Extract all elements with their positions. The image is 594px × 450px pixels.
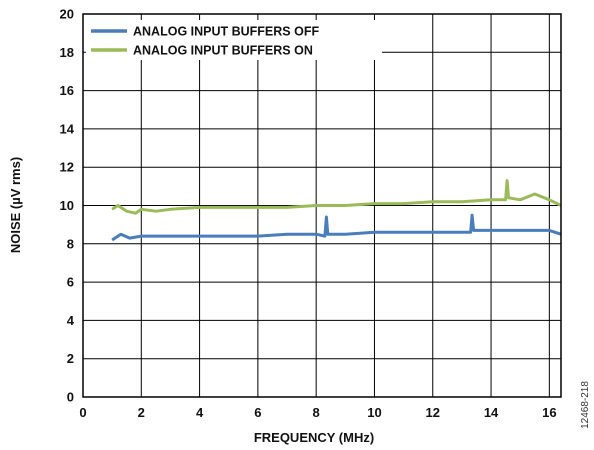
x-tick-label: 0 (79, 405, 86, 420)
y-tick-label: 20 (60, 7, 74, 22)
legend-label-buffers-off: ANALOG INPUT BUFFERS OFF (133, 25, 319, 39)
y-axis-title: NOISE (µV rms) (8, 157, 23, 253)
x-tick-label: 8 (313, 405, 320, 420)
y-tick-label: 14 (60, 121, 75, 136)
x-tick-label: 16 (542, 405, 556, 420)
series-line-buffers-on (112, 181, 561, 214)
series-layer (112, 181, 561, 240)
x-tick-label: 10 (367, 405, 381, 420)
y-tick-label: 4 (67, 313, 75, 328)
y-tick-label: 18 (60, 45, 74, 60)
x-tick-label: 14 (484, 405, 499, 420)
x-tick-label: 6 (254, 405, 261, 420)
y-tick-label: 2 (67, 351, 74, 366)
legend-label-buffers-on: ANALOG INPUT BUFFERS ON (133, 44, 313, 58)
figure-id: 12468-218 (580, 381, 591, 429)
y-tick-label: 6 (67, 275, 74, 290)
y-tick-label: 8 (67, 236, 74, 251)
series-line-buffers-off (112, 215, 561, 240)
x-axis-ticks: 0 2 4 6 8 10 12 14 16 (79, 405, 556, 420)
y-tick-label: 12 (60, 160, 74, 175)
x-axis-title: FREQUENCY (MHz) (254, 430, 374, 445)
y-tick-label: 10 (60, 198, 74, 213)
legend: ANALOG INPUT BUFFERS OFF ANALOG INPUT BU… (86, 20, 382, 60)
y-tick-label: 0 (67, 390, 74, 405)
x-tick-label: 4 (196, 405, 204, 420)
y-tick-label: 16 (60, 83, 74, 98)
y-axis-ticks: 0 2 4 6 8 10 12 14 16 18 20 (60, 7, 75, 405)
x-tick-label: 2 (138, 405, 145, 420)
x-tick-label: 12 (426, 405, 440, 420)
